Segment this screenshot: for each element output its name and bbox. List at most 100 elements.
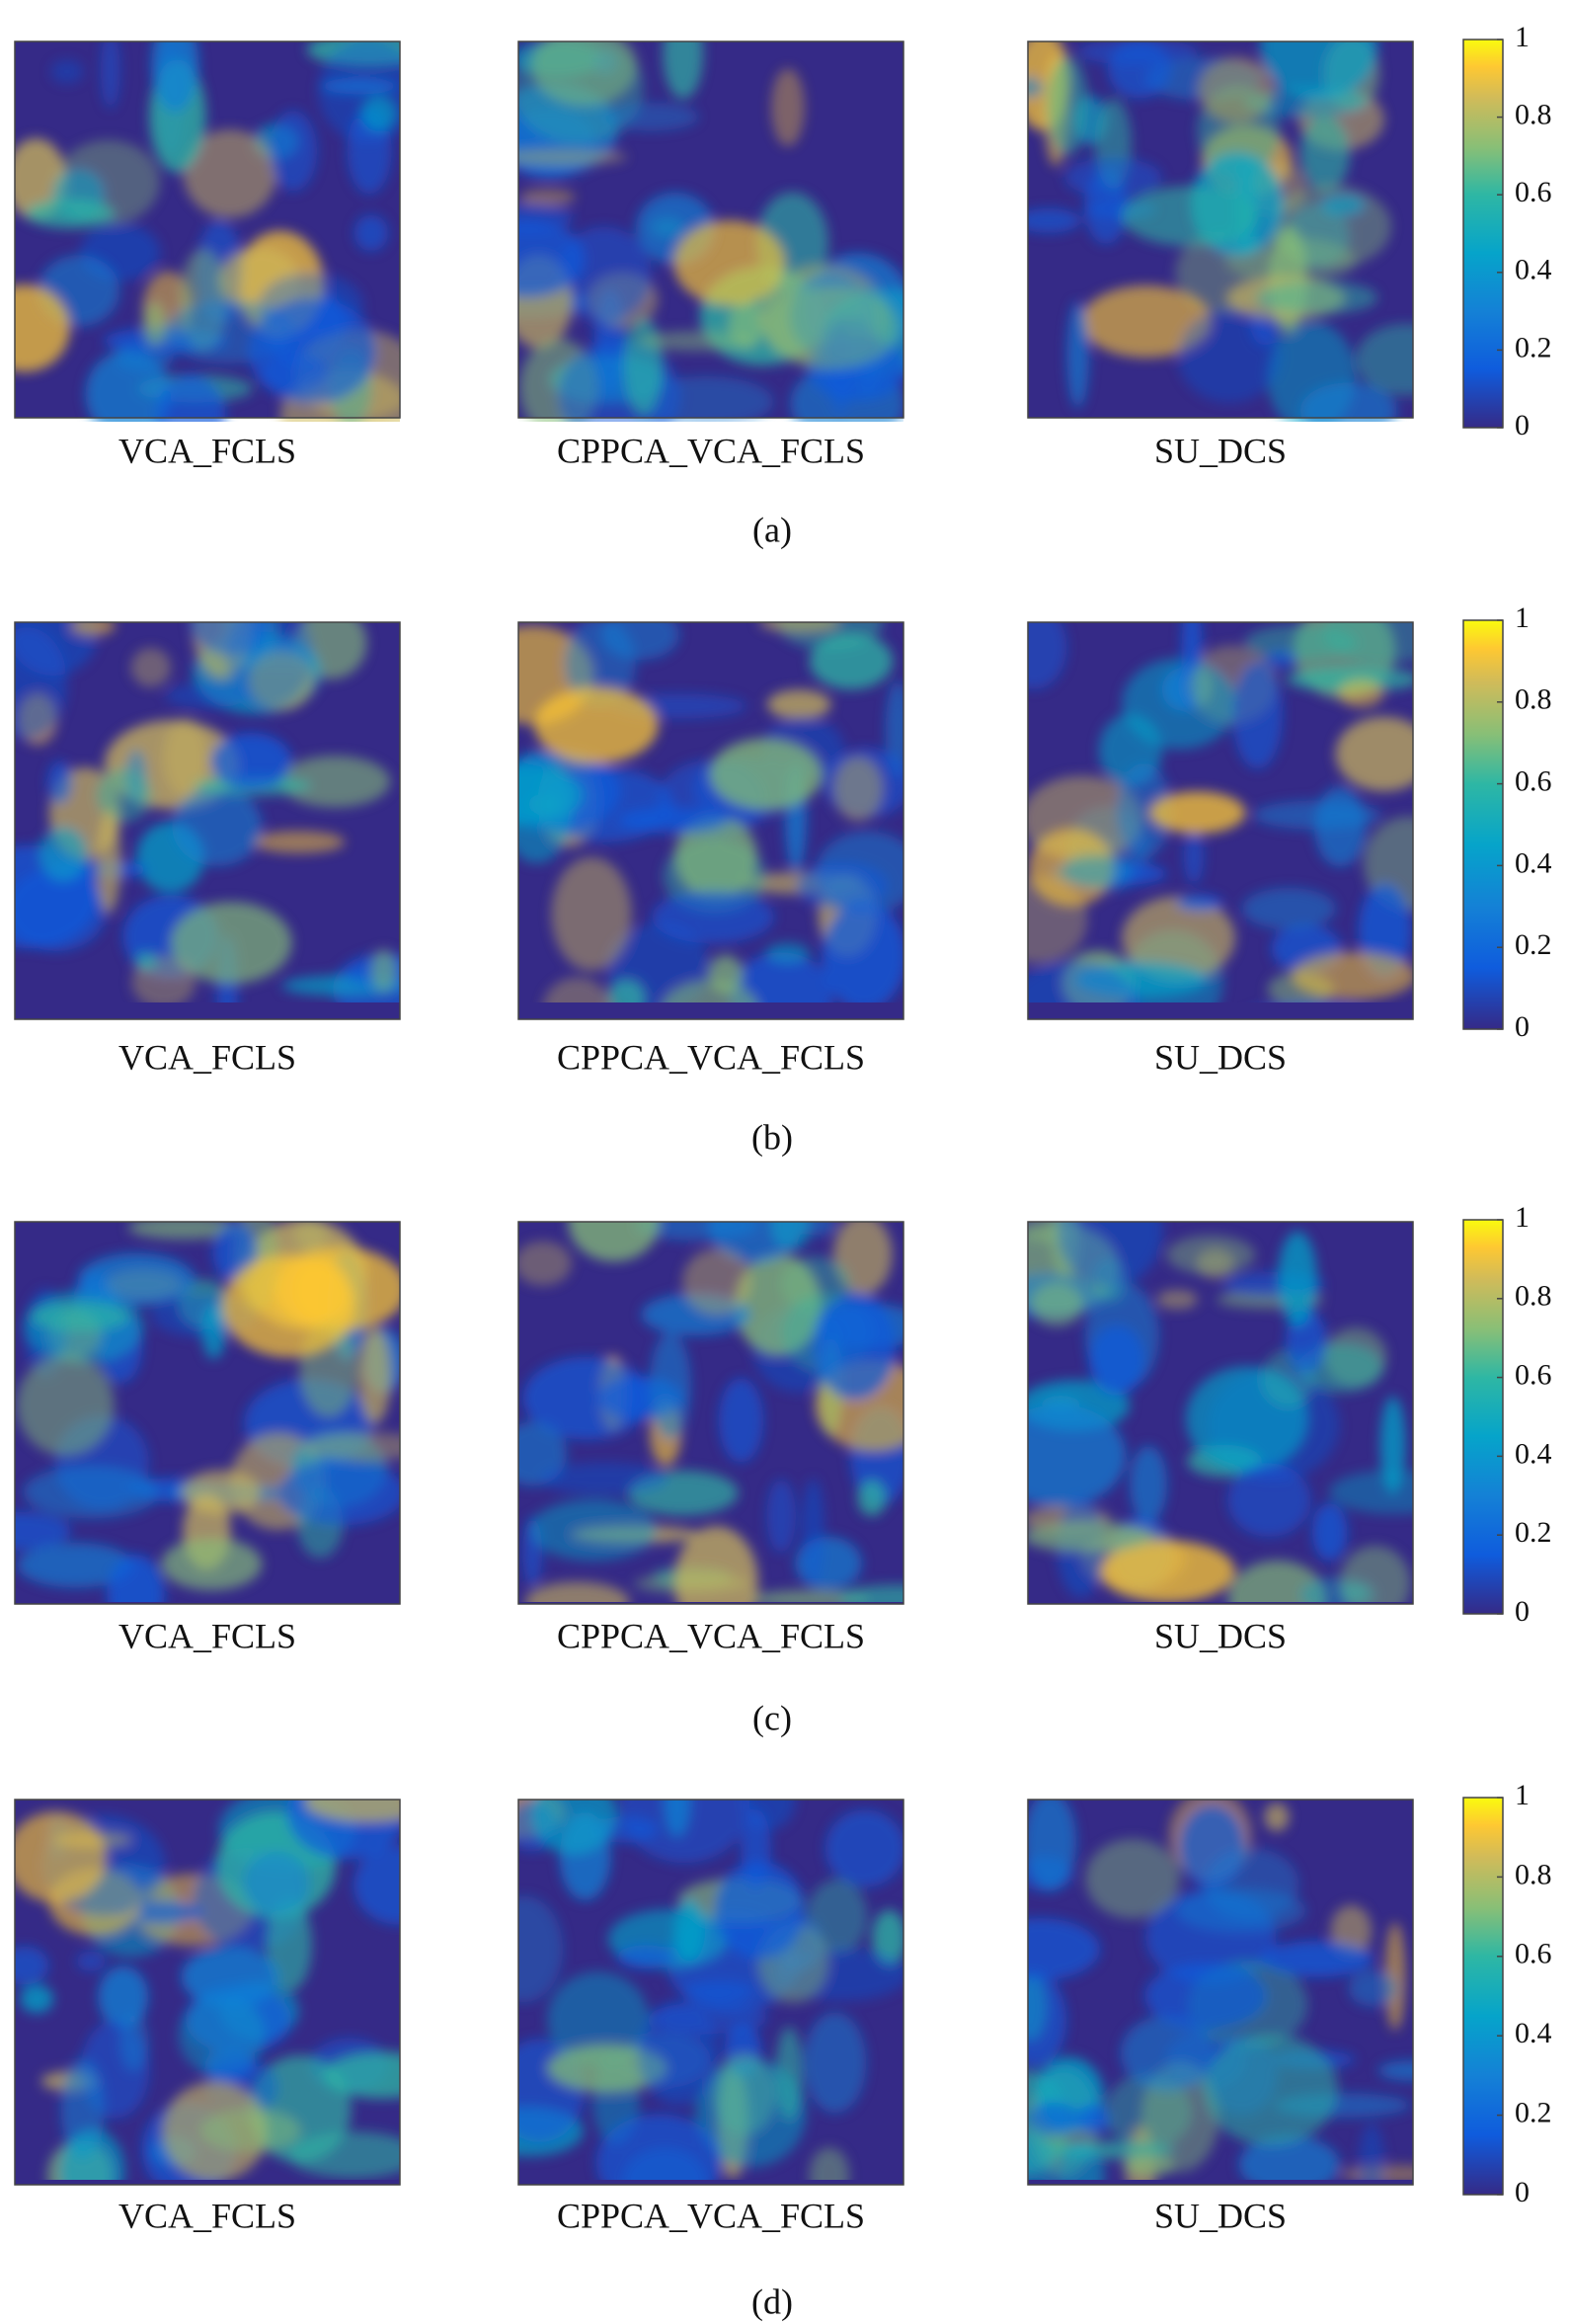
texture-blob [606, 979, 647, 1002]
texture-blob [616, 1945, 674, 1969]
texture-blob [770, 68, 805, 147]
texture-blob [857, 1479, 887, 1516]
texture-blob [765, 942, 811, 964]
colorbar-tick-label: 0.8 [1515, 683, 1552, 716]
texture-blob [518, 751, 574, 863]
texture-blob [276, 1460, 400, 1526]
texture-blob [1227, 1463, 1311, 1538]
abundance-map [1027, 1221, 1414, 1605]
texture-blob [370, 949, 397, 992]
texture-blob [252, 831, 346, 853]
texture-blob [1116, 762, 1172, 858]
texture-blob [1028, 76, 1044, 99]
panel-label: SU_DCS [1154, 431, 1287, 470]
texture-blob [107, 1554, 165, 1602]
texture-blob [529, 1800, 617, 1855]
texture-blob [709, 738, 823, 811]
texture-blob [170, 902, 292, 984]
map-frame [14, 1799, 401, 2186]
panel-label: SU_DCS [1154, 1616, 1287, 1655]
map-texture [15, 622, 400, 1002]
texture-blob [78, 1252, 196, 1307]
texture-blob [1130, 1445, 1167, 1523]
texture-blob [1311, 1502, 1348, 1562]
texture-blob [1028, 2130, 1057, 2180]
texture-blob [1260, 41, 1378, 101]
subfigure-caption: (d) [751, 2282, 793, 2321]
texture-blob [822, 901, 903, 1002]
panel-label: SU_DCS [1154, 1037, 1287, 1077]
texture-blob [683, 1980, 754, 2002]
panel-label: SU_DCS [1154, 2196, 1287, 2235]
colorbar-tick-label: 0.8 [1515, 1858, 1552, 1890]
map-frame [14, 621, 401, 1020]
texture-blob [165, 682, 248, 709]
texture-blob [766, 1479, 797, 1554]
texture-blob [1060, 853, 1132, 889]
colorbar-tick-label: 0.6 [1515, 176, 1552, 208]
texture-blob [248, 298, 377, 405]
texture-blob [1243, 86, 1369, 119]
texture-blob [1188, 666, 1212, 706]
texture-blob [652, 890, 774, 944]
texture-blob [650, 216, 685, 239]
colorbar-tick-label: 0.4 [1515, 254, 1552, 286]
texture-blob [210, 732, 292, 790]
colorbar-tick-label: 0.6 [1515, 1358, 1552, 1391]
texture-blob [1232, 661, 1283, 769]
colorbar-tick-label: 0.6 [1515, 1938, 1552, 1970]
texture-blob [323, 2051, 400, 2099]
texture-blob [178, 1994, 266, 2077]
texture-blob [118, 2013, 149, 2072]
texture-blob [130, 647, 172, 687]
texture-blob [775, 2027, 803, 2122]
texture-blob [1046, 56, 1088, 156]
texture-blob [832, 756, 884, 822]
colorbar [1462, 1219, 1504, 1615]
map-texture [1028, 41, 1413, 422]
texture-blob [1078, 41, 1199, 66]
colorbar [1462, 619, 1504, 1030]
colorbar-tick-label: 0.6 [1515, 764, 1552, 797]
texture-blob [673, 815, 758, 899]
texture-blob [97, 809, 121, 914]
texture-blob [1203, 2034, 1338, 2146]
colorbar-tick-label: 0.8 [1515, 98, 1552, 130]
colorbar-tick-label: 1 [1515, 1779, 1530, 1811]
texture-blob [1148, 791, 1246, 835]
abundance-map [14, 1799, 401, 2186]
texture-blob [802, 1478, 824, 1586]
colorbar-tick-label: 0.2 [1515, 1516, 1552, 1549]
texture-blob [181, 1946, 279, 2008]
texture-blob [1255, 280, 1378, 315]
texture-blob [1175, 895, 1223, 912]
map-frame [1027, 1799, 1414, 2186]
texture-blob [70, 622, 117, 636]
texture-blob [1144, 1963, 1268, 2030]
colorbar-tick-label: 1 [1515, 1201, 1530, 1234]
map-texture [1028, 1222, 1413, 1602]
texture-blob [1028, 961, 1140, 1002]
texture-blob [1203, 1847, 1299, 1921]
texture-blob [163, 718, 207, 797]
texture-blob [1100, 1540, 1235, 1602]
texture-blob [15, 284, 70, 372]
texture-blob [31, 1301, 130, 1332]
texture-blob [1263, 649, 1297, 670]
texture-blob [1057, 1222, 1163, 1287]
texture-blob [15, 1811, 107, 1903]
texture-blob [824, 1809, 903, 1887]
texture-blob [617, 806, 728, 834]
colorbar-tick-label: 0 [1515, 1595, 1530, 1628]
colorbar [1462, 39, 1504, 429]
texture-blob [1080, 285, 1213, 359]
texture-blob [518, 189, 577, 205]
texture-blob [1241, 1002, 1378, 1036]
texture-blob [1348, 1969, 1398, 2007]
texture-blob [546, 2044, 668, 2093]
colorbar-tick-label: 0.2 [1515, 331, 1552, 363]
map-texture [15, 41, 400, 422]
texture-blob [1242, 887, 1336, 930]
abundance-map [517, 1799, 904, 2186]
texture-blob [20, 1984, 54, 2014]
